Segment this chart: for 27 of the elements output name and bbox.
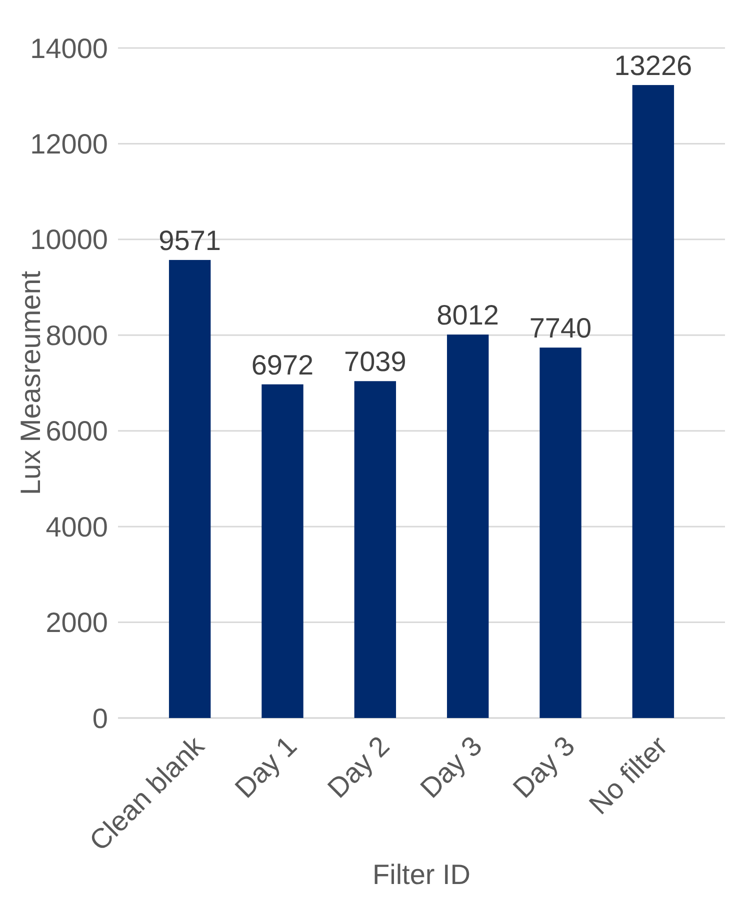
y-tick-label: 0 — [92, 702, 108, 734]
bar — [540, 348, 582, 718]
bar — [632, 85, 674, 718]
bar — [262, 384, 304, 718]
bar — [354, 381, 396, 718]
y-tick-label: 2000 — [46, 607, 108, 638]
x-tick-label: Day 2 — [322, 730, 396, 804]
data-label: 9571 — [158, 224, 221, 256]
y-tick-label: 8000 — [46, 320, 108, 351]
data-label: 6972 — [251, 349, 314, 380]
y-tick-label: 10000 — [30, 224, 108, 256]
x-tick-label: No filter — [583, 730, 674, 820]
bar — [168, 260, 211, 718]
bar — [446, 334, 489, 718]
x-tick-label: Day 3 — [414, 730, 488, 804]
y-tick-label: 4000 — [46, 511, 108, 542]
x-tick-label: Day 1 — [228, 730, 303, 804]
y-tick-label: 14000 — [30, 32, 108, 64]
data-label: 7740 — [529, 312, 592, 344]
y-tick-label: 6000 — [46, 416, 108, 447]
data-label: 7039 — [344, 346, 406, 378]
data-label: 13226 — [614, 50, 692, 82]
x-tick-label: Day 3 — [506, 730, 581, 804]
y-axis-title: Lux Measreument — [15, 270, 46, 496]
data-label: 8012 — [436, 300, 499, 331]
y-tick-label: 12000 — [30, 128, 108, 160]
x-axis-title: Filter ID — [372, 859, 470, 890]
